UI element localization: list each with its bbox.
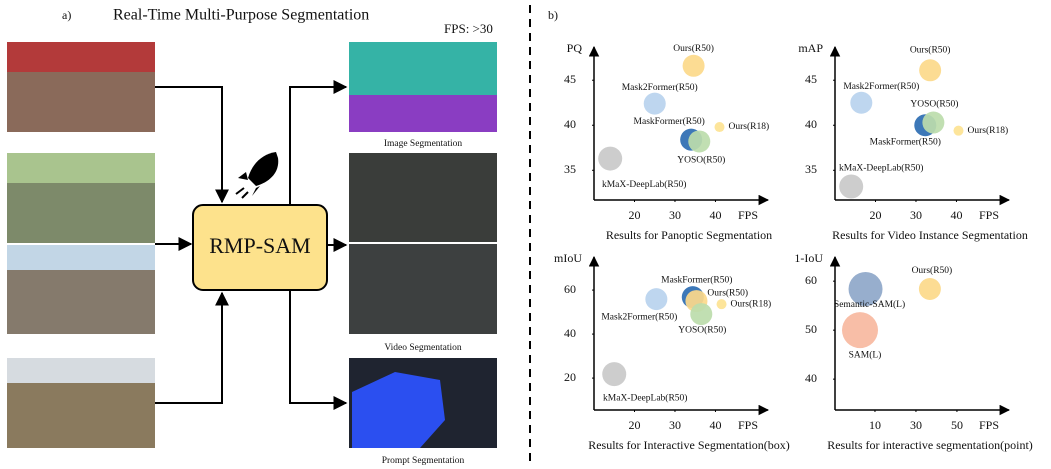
y-tick-label: 35 xyxy=(564,162,576,176)
model-name: RMP-SAM xyxy=(209,233,310,258)
x-tick-label: 20 xyxy=(869,208,881,222)
figure: a) Real-Time Multi-Purpose Segmentation … xyxy=(0,0,1051,469)
bubble xyxy=(919,59,941,81)
bubble xyxy=(922,112,944,134)
bubble xyxy=(602,362,626,386)
point-label: Mask2Former(R50) xyxy=(601,311,677,322)
y-tick-label: 40 xyxy=(564,326,576,340)
bubble xyxy=(683,55,705,77)
chart-title: Results for Panoptic Segmentation xyxy=(606,228,772,242)
point-label: MaskFormer(R50) xyxy=(870,136,941,147)
point-label: Mask2Former(R50) xyxy=(843,81,919,92)
panel-label: a) xyxy=(62,8,71,22)
x-tick-label: 20 xyxy=(628,208,640,222)
panel-label: b) xyxy=(548,8,558,22)
bubble xyxy=(644,93,666,115)
point-label: Ours(R50) xyxy=(707,287,748,298)
bubble xyxy=(839,174,863,198)
point-label: MaskFormer(R50) xyxy=(661,274,732,285)
point-label: Ours(R50) xyxy=(912,265,953,276)
output-label: Image Segmentation xyxy=(384,139,463,149)
output-images xyxy=(349,42,497,448)
y-tick-label: 40 xyxy=(805,117,817,131)
point-label: Ours(R18) xyxy=(731,298,772,309)
x-axis-label: FPS xyxy=(738,418,758,432)
x-tick-label: 40 xyxy=(950,208,962,222)
bubble xyxy=(717,299,727,309)
chart-title: Results for Interactive Segmentation(box… xyxy=(588,438,790,452)
point-label: YOSO(R50) xyxy=(678,324,726,335)
point-label: Ours(R18) xyxy=(729,121,770,132)
y-tick-label: 45 xyxy=(805,72,817,86)
x-axis-label: FPS xyxy=(979,418,999,432)
point-label: YOSO(R50) xyxy=(910,99,958,110)
bubble xyxy=(842,312,878,348)
y-axis-label: 1-IoU xyxy=(794,251,823,265)
bubble xyxy=(645,288,667,310)
x-axis-label: FPS xyxy=(979,208,999,222)
point-label: SAM(L) xyxy=(849,349,882,360)
point-label: kMaX-DeepLab(R50) xyxy=(839,163,923,174)
x-tick-label: 30 xyxy=(669,208,681,222)
y-tick-label: 45 xyxy=(564,72,576,86)
diagram-title: Real-Time Multi-Purpose Segmentation xyxy=(113,7,369,24)
point-label: Ours(R50) xyxy=(910,44,951,55)
point-label: Semantic-SAM(L) xyxy=(834,299,905,310)
point-label: YOSO(R50) xyxy=(677,155,725,166)
rocket-icon xyxy=(236,152,278,198)
y-axis-label: mIoU xyxy=(554,251,582,265)
chart-title: Results for interactive segmentation(poi… xyxy=(827,438,1033,452)
y-tick-label: 20 xyxy=(564,370,576,384)
y-tick-label: 60 xyxy=(564,282,576,296)
x-tick-label: 40 xyxy=(709,418,721,432)
x-tick-label: 40 xyxy=(709,208,721,222)
bubble xyxy=(598,147,622,171)
y-tick-label: 40 xyxy=(805,371,817,385)
x-tick-label: 10 xyxy=(869,418,881,432)
x-tick-label: 30 xyxy=(669,418,681,432)
x-tick-label: 30 xyxy=(910,418,922,432)
bubble xyxy=(715,122,725,132)
bubble xyxy=(919,278,941,300)
input-images xyxy=(7,42,155,448)
x-tick-label: 50 xyxy=(951,418,963,432)
bubble xyxy=(690,303,712,325)
point-label: Ours(R18) xyxy=(967,125,1008,136)
point-label: Mask2Former(R50) xyxy=(622,82,698,93)
bubble xyxy=(688,130,710,152)
output-label: Video Segmentation xyxy=(384,343,462,353)
output-image xyxy=(349,153,497,242)
y-axis-label: PQ xyxy=(567,41,583,55)
y-tick-label: 60 xyxy=(805,273,817,287)
y-tick-label: 50 xyxy=(805,322,817,336)
chart-title: Results for Video Instance Segmentation xyxy=(832,228,1028,242)
y-tick-label: 40 xyxy=(564,117,576,131)
input-image xyxy=(7,358,155,383)
input-image xyxy=(7,245,155,270)
point-label: kMaX-DeepLab(R50) xyxy=(603,392,687,403)
output-image xyxy=(349,95,497,132)
output-image xyxy=(349,244,497,334)
x-tick-label: 20 xyxy=(628,418,640,432)
bubble xyxy=(850,92,872,114)
point-label: kMaX-DeepLab(R50) xyxy=(602,179,686,190)
y-axis-label: mAP xyxy=(798,41,823,55)
input-image xyxy=(7,153,155,183)
point-label: Ours(R50) xyxy=(673,43,714,54)
bubble xyxy=(953,126,963,136)
y-tick-label: 35 xyxy=(805,162,817,176)
fps-note: FPS: >30 xyxy=(444,21,493,36)
input-image xyxy=(7,42,155,72)
point-label: MaskFormer(R50) xyxy=(634,116,705,127)
x-tick-label: 30 xyxy=(910,208,922,222)
output-label: Prompt Segmentation xyxy=(382,456,465,466)
x-axis-label: FPS xyxy=(738,208,758,222)
